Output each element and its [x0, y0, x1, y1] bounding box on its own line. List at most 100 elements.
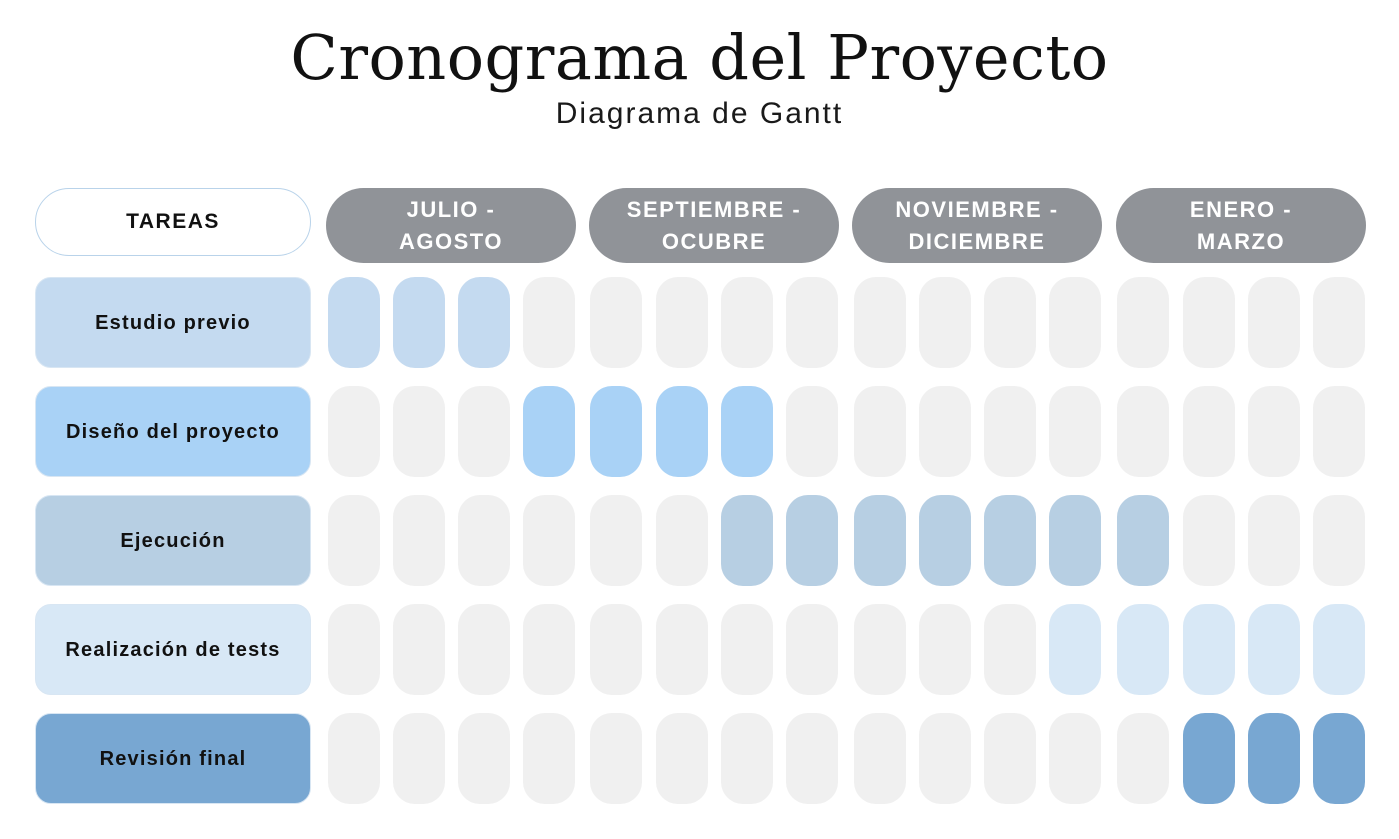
gantt-empty-cell	[1049, 386, 1101, 477]
gantt-bar-segment	[721, 495, 773, 586]
gantt-empty-cell	[1183, 277, 1235, 368]
period-header-line: MARZO	[1196, 228, 1286, 254]
gantt-empty-cell	[1248, 495, 1300, 586]
gantt-empty-cell	[919, 713, 971, 804]
gantt-empty-cell	[854, 277, 906, 368]
gantt-empty-cell	[523, 713, 575, 804]
period-header: JULIO - AGOSTO	[326, 188, 576, 263]
gantt-bar-segment	[721, 386, 773, 477]
gantt-bar-segment	[328, 277, 380, 368]
gantt-empty-cell	[393, 386, 445, 477]
gantt-empty-cell	[1183, 495, 1235, 586]
period-header-line: AGOSTO	[399, 228, 503, 254]
gantt-bar-segment	[1049, 604, 1101, 695]
gantt-bar-segment	[786, 495, 838, 586]
gantt-bar-segment	[1183, 604, 1235, 695]
gantt-empty-cell	[1117, 713, 1169, 804]
gantt-empty-cell	[854, 713, 906, 804]
gantt-empty-cell	[1049, 277, 1101, 368]
period-header: ENERO - MARZO	[1116, 188, 1366, 263]
gantt-bar-segment	[1248, 604, 1300, 695]
gantt-empty-cell	[458, 495, 510, 586]
gantt-empty-cell	[590, 277, 642, 368]
period-header: SEPTIEMBRE - OCUBRE	[589, 188, 839, 263]
gantt-empty-cell	[1117, 277, 1169, 368]
gantt-bar-segment	[1183, 713, 1235, 804]
gantt-empty-cell	[1248, 386, 1300, 477]
gantt-empty-cell	[721, 604, 773, 695]
chart-title: Cronograma del Proyecto	[290, 21, 1109, 94]
gantt-empty-cell	[854, 604, 906, 695]
gantt-empty-cell	[984, 604, 1036, 695]
gantt-bar-segment	[984, 495, 1036, 586]
gantt-empty-cell	[919, 604, 971, 695]
gantt-empty-cell	[786, 386, 838, 477]
gantt-empty-cell	[919, 277, 971, 368]
period-header-line: NOVIEMBRE -	[895, 196, 1059, 222]
gantt-empty-cell	[458, 604, 510, 695]
gantt-empty-cell	[721, 713, 773, 804]
gantt-empty-cell	[656, 604, 708, 695]
gantt-empty-cell	[458, 713, 510, 804]
gantt-empty-cell	[1248, 277, 1300, 368]
gantt-bar-segment	[1117, 495, 1169, 586]
period-header-line: DICIEMBRE	[908, 228, 1046, 254]
gantt-bar-segment	[393, 277, 445, 368]
gantt-bar-segment	[523, 386, 575, 477]
gantt-empty-cell	[1313, 495, 1365, 586]
period-header-line: ENERO -	[1189, 196, 1293, 222]
gantt-empty-cell	[1183, 386, 1235, 477]
gantt-empty-cell	[523, 277, 575, 368]
period-header-line: JULIO -	[406, 196, 496, 222]
gantt-empty-cell	[984, 386, 1036, 477]
task-label: Estudio previo	[35, 277, 311, 368]
period-header: NOVIEMBRE - DICIEMBRE	[852, 188, 1102, 263]
gantt-empty-cell	[393, 495, 445, 586]
gantt-empty-cell	[328, 713, 380, 804]
task-label: Diseño del proyecto	[35, 386, 311, 477]
gantt-bar-segment	[854, 495, 906, 586]
gantt-empty-cell	[786, 277, 838, 368]
period-header-line: OCUBRE	[661, 228, 767, 254]
gantt-empty-cell	[328, 604, 380, 695]
task-label: Revisión final	[35, 713, 311, 804]
gantt-empty-cell	[1313, 277, 1365, 368]
gantt-bar-segment	[1049, 495, 1101, 586]
gantt-empty-cell	[786, 713, 838, 804]
gantt-empty-cell	[656, 495, 708, 586]
gantt-empty-cell	[721, 277, 773, 368]
gantt-empty-cell	[590, 495, 642, 586]
gantt-empty-cell	[984, 277, 1036, 368]
gantt-empty-cell	[984, 713, 1036, 804]
gantt-empty-cell	[590, 604, 642, 695]
gantt-empty-cell	[590, 713, 642, 804]
gantt-empty-cell	[656, 277, 708, 368]
gantt-bar-segment	[656, 386, 708, 477]
gantt-empty-cell	[1117, 386, 1169, 477]
period-header-line: SEPTIEMBRE -	[626, 196, 802, 222]
gantt-empty-cell	[656, 713, 708, 804]
gantt-empty-cell	[393, 713, 445, 804]
gantt-bar-segment	[1248, 713, 1300, 804]
gantt-empty-cell	[328, 495, 380, 586]
gantt-bar-segment	[590, 386, 642, 477]
gantt-empty-cell	[523, 604, 575, 695]
gantt-empty-cell	[1313, 386, 1365, 477]
gantt-empty-cell	[1049, 713, 1101, 804]
gantt-empty-cell	[854, 386, 906, 477]
gantt-empty-cell	[458, 386, 510, 477]
gantt-empty-cell	[328, 386, 380, 477]
gantt-bar-segment	[1313, 713, 1365, 804]
gantt-bar-segment	[1117, 604, 1169, 695]
chart-subtitle: Diagrama de Gantt	[555, 97, 844, 130]
task-label: Ejecución	[35, 495, 311, 586]
gantt-empty-cell	[523, 495, 575, 586]
gantt-empty-cell	[393, 604, 445, 695]
gantt-bar-segment	[458, 277, 510, 368]
tasks-column-header: TAREAS	[35, 188, 311, 256]
task-label: Realización de tests	[35, 604, 311, 695]
gantt-bar-segment	[919, 495, 971, 586]
gantt-bar-segment	[1313, 604, 1365, 695]
gantt-empty-cell	[919, 386, 971, 477]
gantt-empty-cell	[786, 604, 838, 695]
